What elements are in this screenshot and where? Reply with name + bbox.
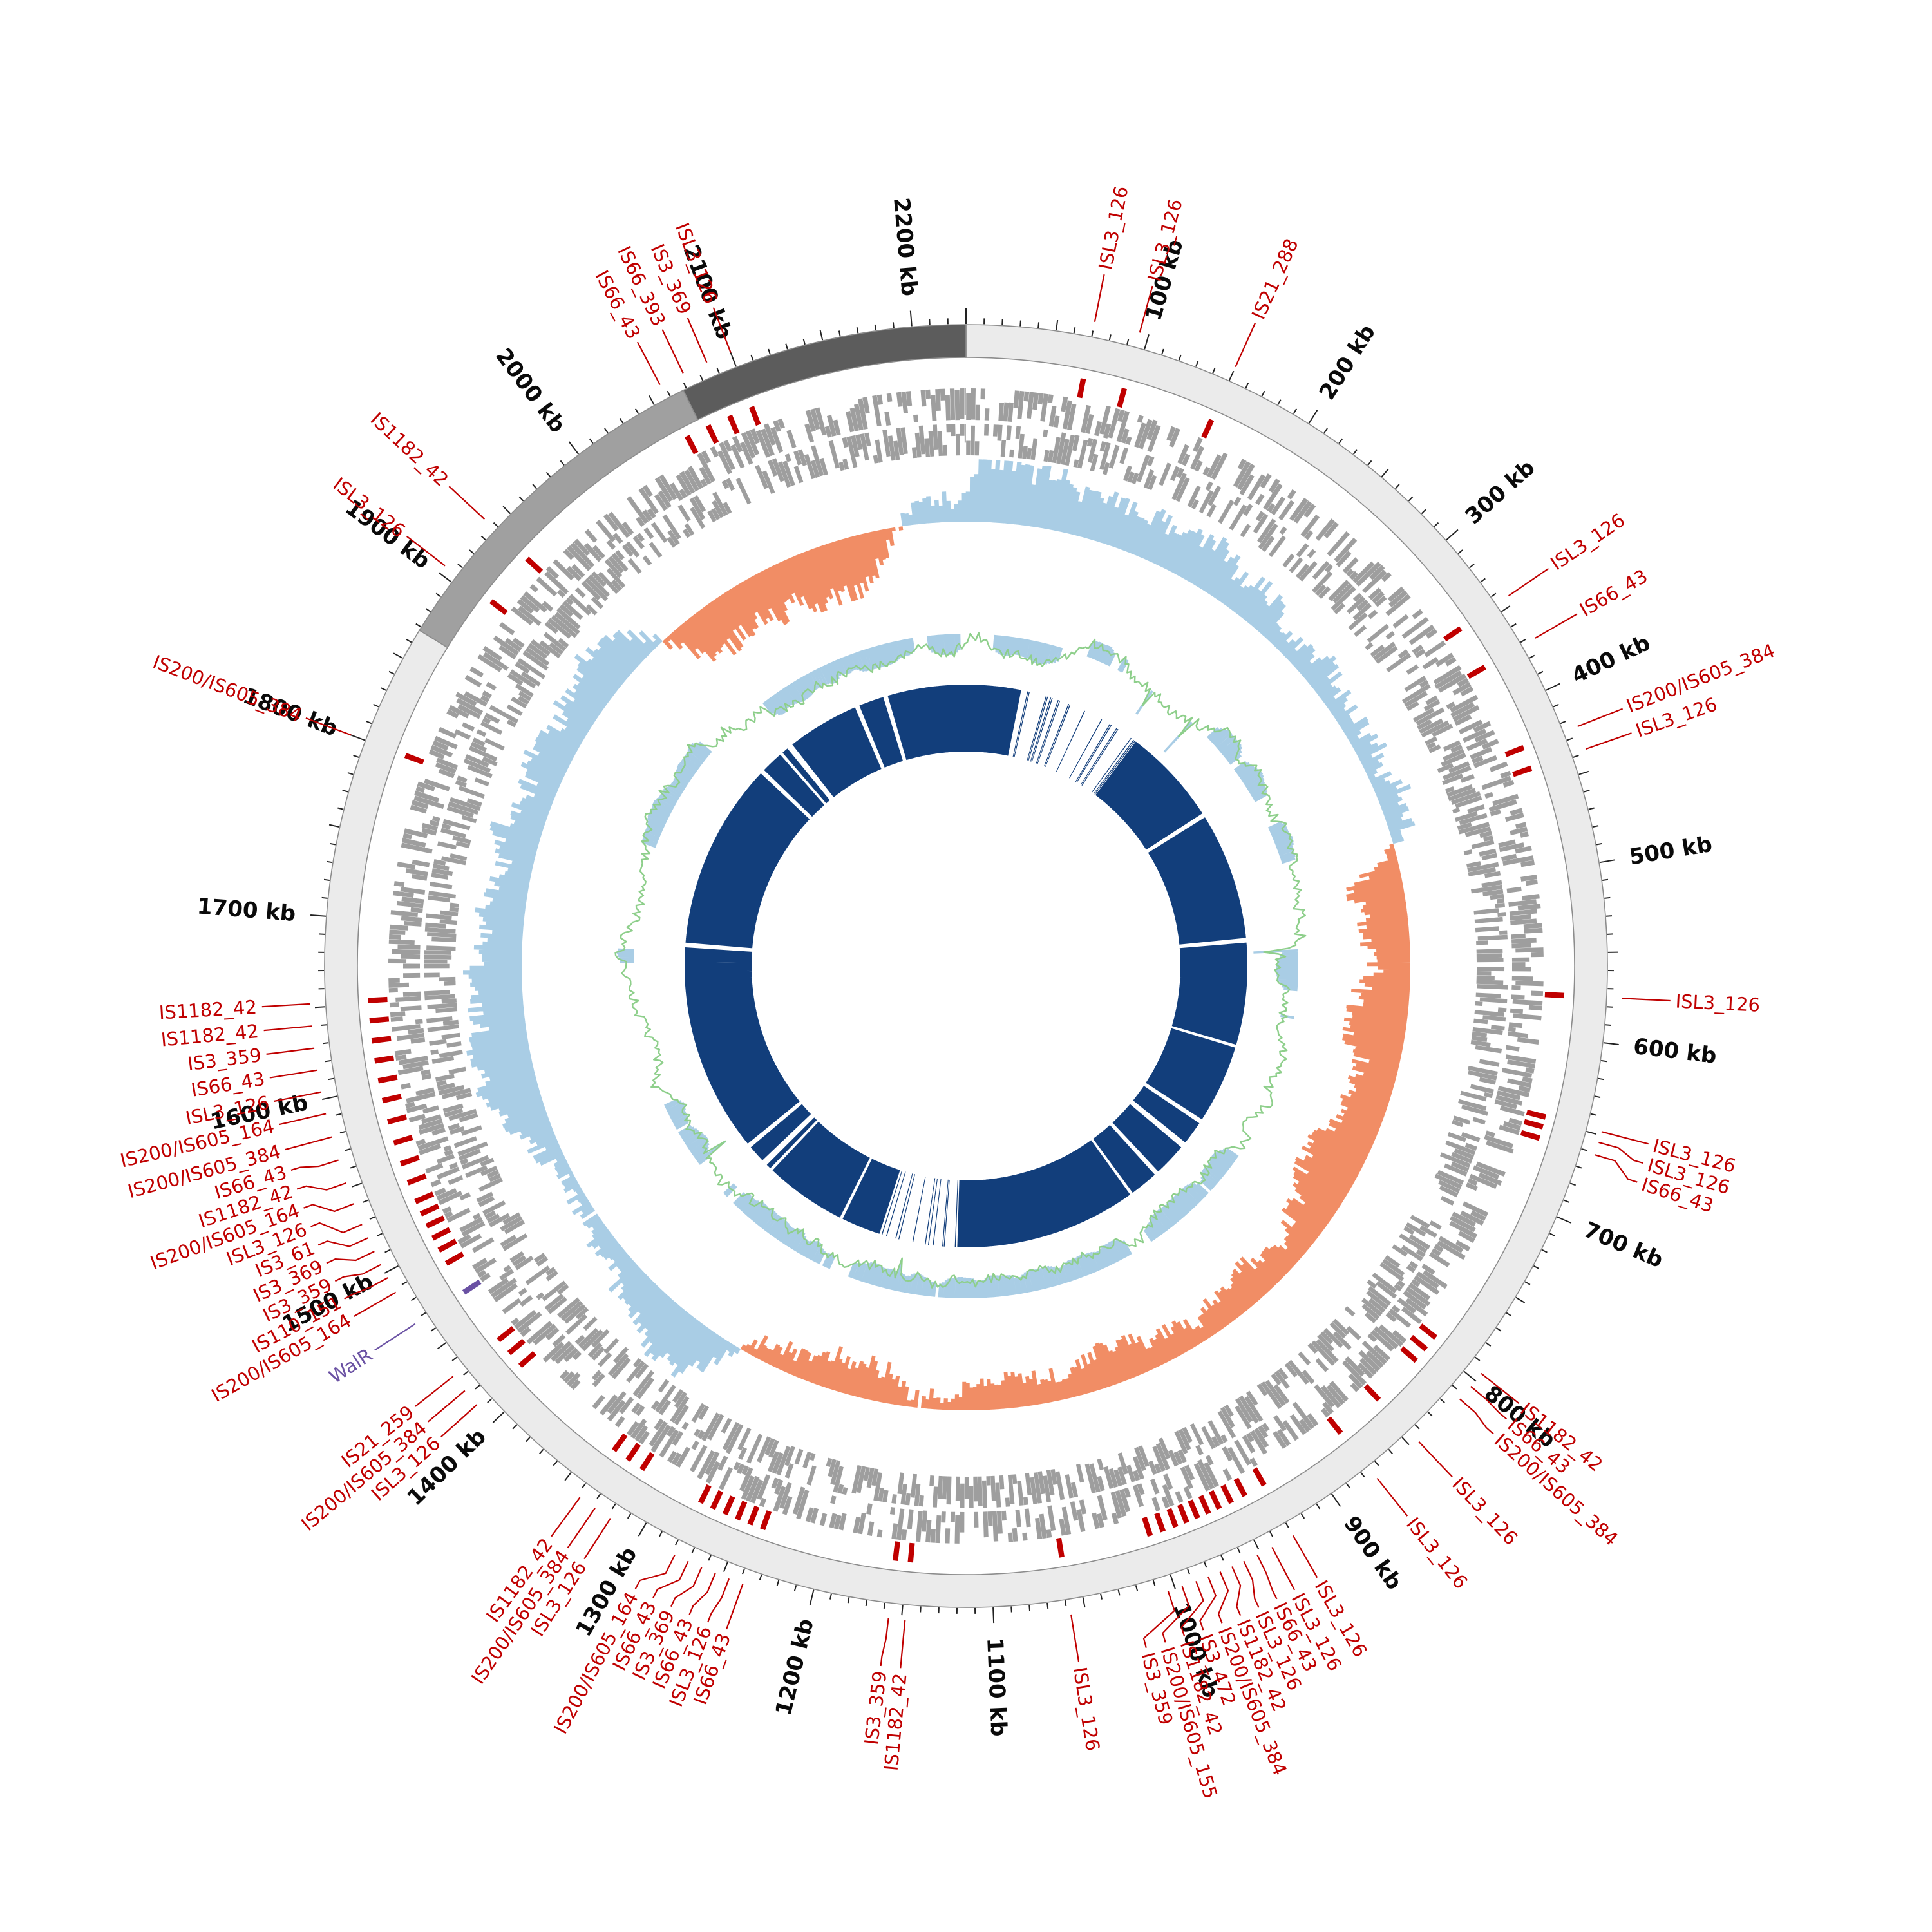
annotation-label: ISL3_126 bbox=[1402, 1513, 1472, 1593]
annotation-label: ISL3_126 bbox=[1094, 184, 1132, 272]
axis-tick-label: 300 kb bbox=[1461, 455, 1540, 529]
gc-skew-negative bbox=[662, 526, 1411, 1411]
gc-skew-ring bbox=[463, 459, 1416, 1411]
cds-ring-reverse-tiles bbox=[423, 423, 1508, 1508]
gc-line bbox=[614, 632, 1307, 1289]
is-marker-ring bbox=[368, 378, 1565, 1563]
gene-markers bbox=[462, 1279, 482, 1295]
annotation-leader-lines bbox=[261, 274, 1671, 1669]
axis-tick-label: 500 kb bbox=[1627, 831, 1714, 870]
karyotype-segment-contig-light bbox=[324, 324, 1608, 1608]
gene-leader-lines bbox=[374, 1323, 416, 1351]
axis-tick-label: 1700 kb bbox=[196, 893, 297, 927]
karyotype-segment-contig-dark bbox=[682, 324, 967, 421]
karyotype-ring bbox=[324, 324, 1608, 1608]
coverage-ring bbox=[684, 684, 1248, 1248]
annotation-label: ISL3_126 bbox=[1069, 1665, 1104, 1752]
annotation-label: IS1182_42 bbox=[366, 408, 453, 491]
annotation-label: ISL3_126 bbox=[1547, 509, 1629, 574]
annotation-label: IS66_43 bbox=[1576, 565, 1651, 621]
annotation-label: WalR bbox=[325, 1344, 377, 1388]
axis-tick-label: 1100 kb bbox=[981, 1637, 1011, 1737]
axis-tick-label: 400 kb bbox=[1567, 630, 1654, 689]
axis-ticks bbox=[310, 308, 1619, 1624]
annotation-label: IS1182_42 bbox=[158, 996, 258, 1024]
axis-tick-label: 700 kb bbox=[1580, 1217, 1667, 1274]
coverage-blocks bbox=[684, 684, 1248, 1248]
axis-tick-label: 2200 kb bbox=[888, 196, 922, 297]
annotation-label: IS200/IS605_384 bbox=[150, 650, 305, 726]
axis-tick-label: 900 kb bbox=[1338, 1511, 1407, 1595]
axis-tick-label: 600 kb bbox=[1632, 1034, 1718, 1069]
axis-tick-label: 1200 kb bbox=[771, 1616, 819, 1718]
axis-tick-label: 2000 kb bbox=[490, 343, 570, 437]
gc-content-ring bbox=[614, 632, 1307, 1299]
cds-ring-reverse bbox=[423, 423, 1508, 1508]
annotation-label: ISL3_126 bbox=[1448, 1473, 1522, 1549]
annotation-label: IS21_288 bbox=[1247, 235, 1303, 323]
axis-tick-label: 200 kb bbox=[1314, 320, 1381, 404]
annotation-label: ISL3_126 bbox=[1675, 990, 1761, 1016]
